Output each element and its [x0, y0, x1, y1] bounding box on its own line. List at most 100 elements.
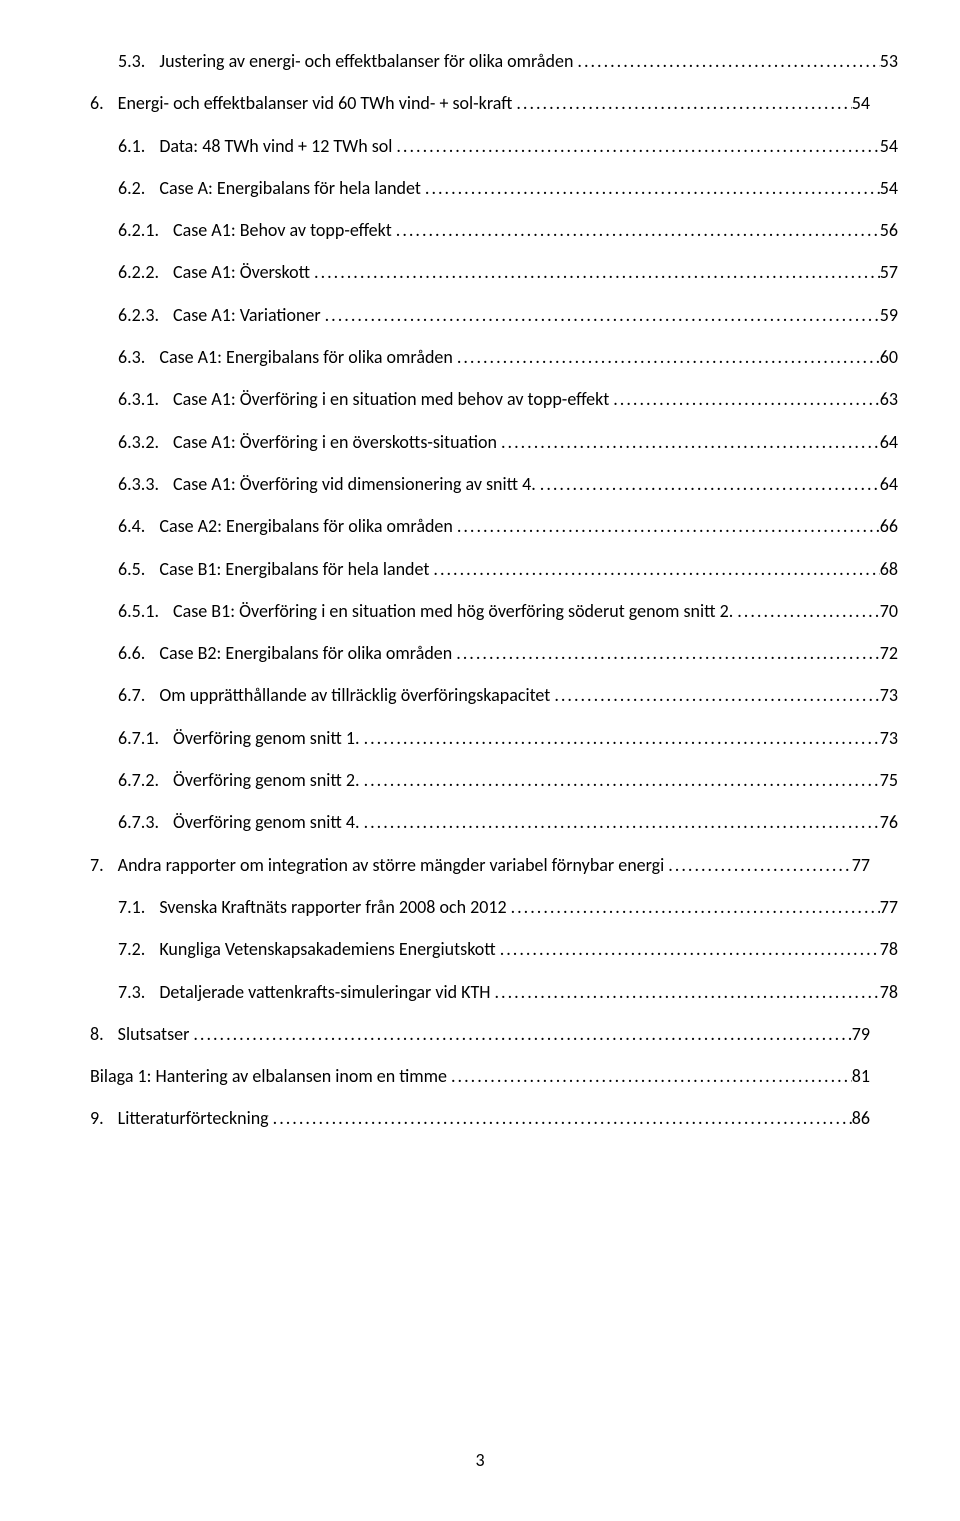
toc-entry[interactable]: 7.Andra rapporter om integration av stör… [90, 844, 870, 886]
toc-entry-page: 60 [880, 336, 898, 378]
toc-entry-label: Case A1: Överföring vid dimensionering a… [173, 463, 536, 505]
toc-leader-dots: ........................................… [536, 463, 880, 505]
toc-entry-page: 81 [852, 1055, 870, 1097]
toc-entry-label: Kungliga Vetenskapsakademiens Energiutsk… [159, 928, 495, 970]
toc-entry-page: 63 [880, 378, 898, 420]
toc-entry-page: 77 [852, 844, 870, 886]
toc-entry-page: 79 [852, 1013, 870, 1055]
toc-entry[interactable]: 6.5.1.Case B1: Överföring i en situation… [90, 590, 898, 632]
toc-entry-page: 59 [880, 294, 898, 336]
toc-entry[interactable]: 6.7.3.Överföring genom snitt 4..........… [90, 801, 898, 843]
toc-leader-dots: ........................................… [310, 251, 880, 293]
toc-leader-dots: ........................................… [447, 1055, 852, 1097]
toc-entry-label: Case B2: Energibalans för olika områden [159, 632, 452, 674]
toc-entry[interactable]: 6.5.Case B1: Energibalans för hela lande… [90, 548, 898, 590]
toc-entry[interactable]: 8.Slutsatser............................… [90, 1013, 870, 1055]
toc-entry-number: 6.1. [118, 125, 159, 167]
toc-entry[interactable]: 6.7.Om upprätthållande av tillräcklig öv… [90, 674, 898, 716]
toc-entry-number: 6. [90, 82, 118, 124]
toc-entry[interactable]: 6.3.3.Case A1: Överföring vid dimensione… [90, 463, 898, 505]
toc-leader-dots: ........................................… [664, 844, 851, 886]
toc-leader-dots: ........................................… [392, 209, 880, 251]
toc-entry[interactable]: 6.3.2.Case A1: Överföring i en överskott… [90, 421, 898, 463]
toc-leader-dots: ........................................… [429, 548, 879, 590]
toc-entry[interactable]: 6.4.Case A2: Energibalans för olika områ… [90, 505, 898, 547]
toc-entry-page: 54 [880, 167, 898, 209]
toc-entry-label: Case A1: Överföring i en överskotts-situ… [173, 421, 497, 463]
toc-entry-number: 6.7.3. [118, 801, 173, 843]
toc-entry-page: 73 [880, 717, 898, 759]
toc-entry-label: Överföring genom snitt 2. [173, 759, 360, 801]
toc-entry-number: 6.7. [118, 674, 159, 716]
toc-entry[interactable]: 6.2.3.Case A1: Variationer..............… [90, 294, 898, 336]
toc-entry-label: Andra rapporter om integration av större… [118, 844, 665, 886]
toc-leader-dots: ........................................… [733, 590, 879, 632]
toc-entry-page: 64 [880, 421, 898, 463]
toc-entry[interactable]: 6.1.Data: 48 TWh vind + 12 TWh sol......… [90, 125, 898, 167]
toc-entry-number: 6.7.2. [118, 759, 173, 801]
toc-entry-label: Svenska Kraftnäts rapporter från 2008 oc… [159, 886, 506, 928]
toc-entry-number: 9. [90, 1097, 118, 1139]
toc-entry-page: 53 [880, 40, 898, 82]
toc-leader-dots: ........................................… [497, 421, 880, 463]
toc-entry-page: 78 [880, 928, 898, 970]
toc-entry-number: 6.3.3. [118, 463, 173, 505]
toc-entry-label: Energi- och effektbalanser vid 60 TWh vi… [118, 82, 513, 124]
toc-entry-label: Om upprätthållande av tillräcklig överfö… [159, 674, 550, 716]
toc-entry-page: 64 [880, 463, 898, 505]
toc-entry[interactable]: 6.2.2.Case A1: Överskott................… [90, 251, 898, 293]
toc-entry[interactable]: 7.2.Kungliga Vetenskapsakademiens Energi… [90, 928, 898, 970]
toc-entry-number: 7.2. [118, 928, 159, 970]
toc-entry[interactable]: 6.3.1.Case A1: Överföring i en situation… [90, 378, 898, 420]
toc-entry-page: 66 [880, 505, 898, 547]
toc-entry-page: 76 [880, 801, 898, 843]
table-of-contents: 5.3.Justering av energi- och effektbalan… [90, 40, 870, 1140]
toc-entry-page: 54 [880, 125, 898, 167]
toc-entry-number: 6.5. [118, 548, 159, 590]
toc-entry[interactable]: 9.Litteraturförteckning.................… [90, 1097, 870, 1139]
toc-entry[interactable]: 5.3.Justering av energi- och effektbalan… [90, 40, 898, 82]
toc-leader-dots: ........................................… [360, 717, 880, 759]
toc-entry-number: 7.3. [118, 971, 159, 1013]
toc-entry-number: 6.5.1. [118, 590, 173, 632]
toc-leader-dots: ........................................… [321, 294, 880, 336]
toc-entry-number: 6.3. [118, 336, 159, 378]
toc-entry-label: Case A1: Behov av topp-effekt [173, 209, 392, 251]
toc-entry-page: 86 [852, 1097, 870, 1139]
toc-entry[interactable]: 6.6.Case B2: Energibalans för olika områ… [90, 632, 898, 674]
toc-entry-number: 8. [90, 1013, 118, 1055]
toc-entry-label: Justering av energi- och effektbalanser … [159, 40, 573, 82]
toc-entry-number: 6.2.2. [118, 251, 173, 293]
toc-entry-number: 7. [90, 844, 118, 886]
toc-entry-page: 68 [880, 548, 898, 590]
toc-entry[interactable]: 6.7.1.Överföring genom snitt 1..........… [90, 717, 898, 759]
toc-entry-label: Litteraturförteckning [118, 1097, 269, 1139]
toc-entry-label: Slutsatser [118, 1013, 190, 1055]
toc-entry-label: Case A1: Variationer [173, 294, 321, 336]
toc-entry-page: 75 [880, 759, 898, 801]
toc-entry-label: Case A: Energibalans för hela landet [159, 167, 421, 209]
toc-entry-page: 78 [880, 971, 898, 1013]
toc-leader-dots: ........................................… [453, 505, 880, 547]
toc-entry-number: 7.1. [118, 886, 159, 928]
toc-entry[interactable]: 7.1.Svenska Kraftnäts rapporter från 200… [90, 886, 898, 928]
toc-entry[interactable]: 6.2.1.Case A1: Behov av topp-effekt.....… [90, 209, 898, 251]
toc-entry[interactable]: 6.7.2.Överföring genom snitt 2..........… [90, 759, 898, 801]
toc-leader-dots: ........................................… [491, 971, 880, 1013]
toc-entry-label: Case B1: Överföring i en situation med h… [173, 590, 733, 632]
toc-entry-page: 56 [880, 209, 898, 251]
toc-leader-dots: ........................................… [609, 378, 879, 420]
toc-entry-number: 6.6. [118, 632, 159, 674]
toc-leader-dots: ........................................… [421, 167, 880, 209]
toc-leader-dots: ........................................… [269, 1097, 852, 1139]
toc-entry[interactable]: 7.3.Detaljerade vattenkrafts-simuleringa… [90, 971, 898, 1013]
document-page: 5.3.Justering av energi- och effektbalan… [0, 0, 960, 1521]
toc-entry[interactable]: 6.3.Case A1: Energibalans för olika områ… [90, 336, 898, 378]
toc-entry-label: Överföring genom snitt 1. [173, 717, 360, 759]
toc-entry-page: 57 [880, 251, 898, 293]
toc-entry-label: Case A1: Överskott [173, 251, 310, 293]
toc-entry[interactable]: 6.Energi- och effektbalanser vid 60 TWh … [90, 82, 870, 124]
toc-entry[interactable]: 6.2.Case A: Energibalans för hela landet… [90, 167, 898, 209]
toc-entry[interactable]: Bilaga 1: Hantering av elbalansen inom e… [90, 1055, 870, 1097]
toc-entry-label: Överföring genom snitt 4. [173, 801, 360, 843]
